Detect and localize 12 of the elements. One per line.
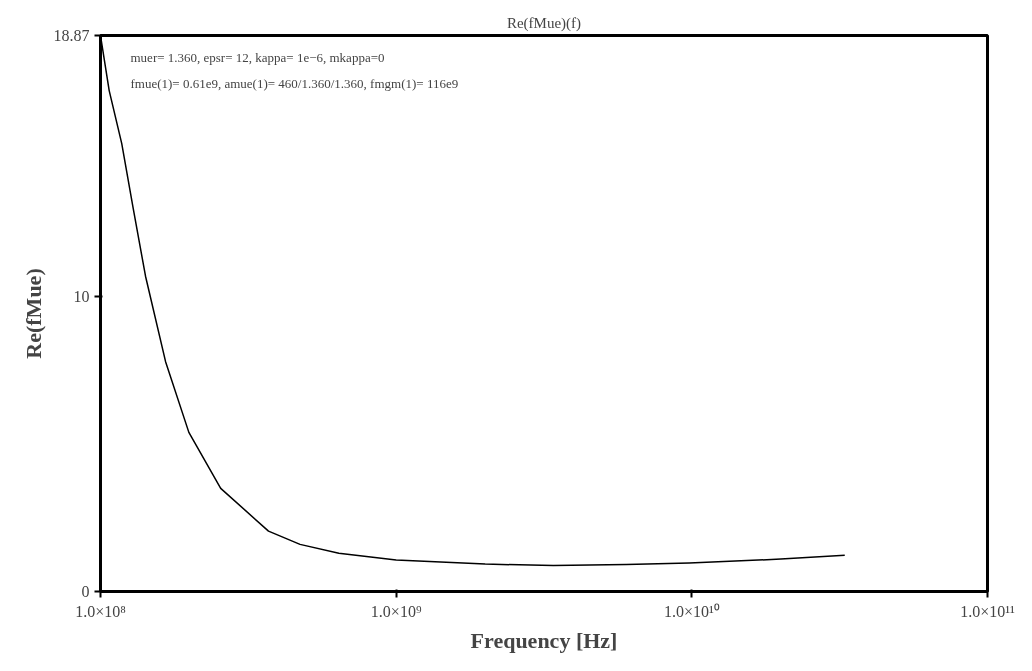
x-tick-label: 1.0×10¹¹ [960,602,1016,620]
annotation: muer= 1.360, epsr= 12, kappa= 1e−6, mkappa=0 [130,50,385,65]
y-tick-label: 18.87 [53,27,90,44]
chart-title: Re(fMue)(f) [506,14,582,32]
y-tick-label: 10 [73,288,90,306]
x-tick-label: 1.0×10¹⁰ [663,602,720,620]
x-tick-label: 1.0×10⁹ [370,602,422,620]
annotation: fmue(1)= 0.61e9, amue(1)= 460/1.360/1.360, fmgm(1)= 116e9 [130,76,459,91]
y-axis-title: Re(fMue) [20,268,46,359]
x-axis-title: Frequency [Hz] [470,627,618,653]
x-tick-label: 1.0×10⁸ [75,602,126,620]
y-tick-label: 0 [81,583,90,600]
